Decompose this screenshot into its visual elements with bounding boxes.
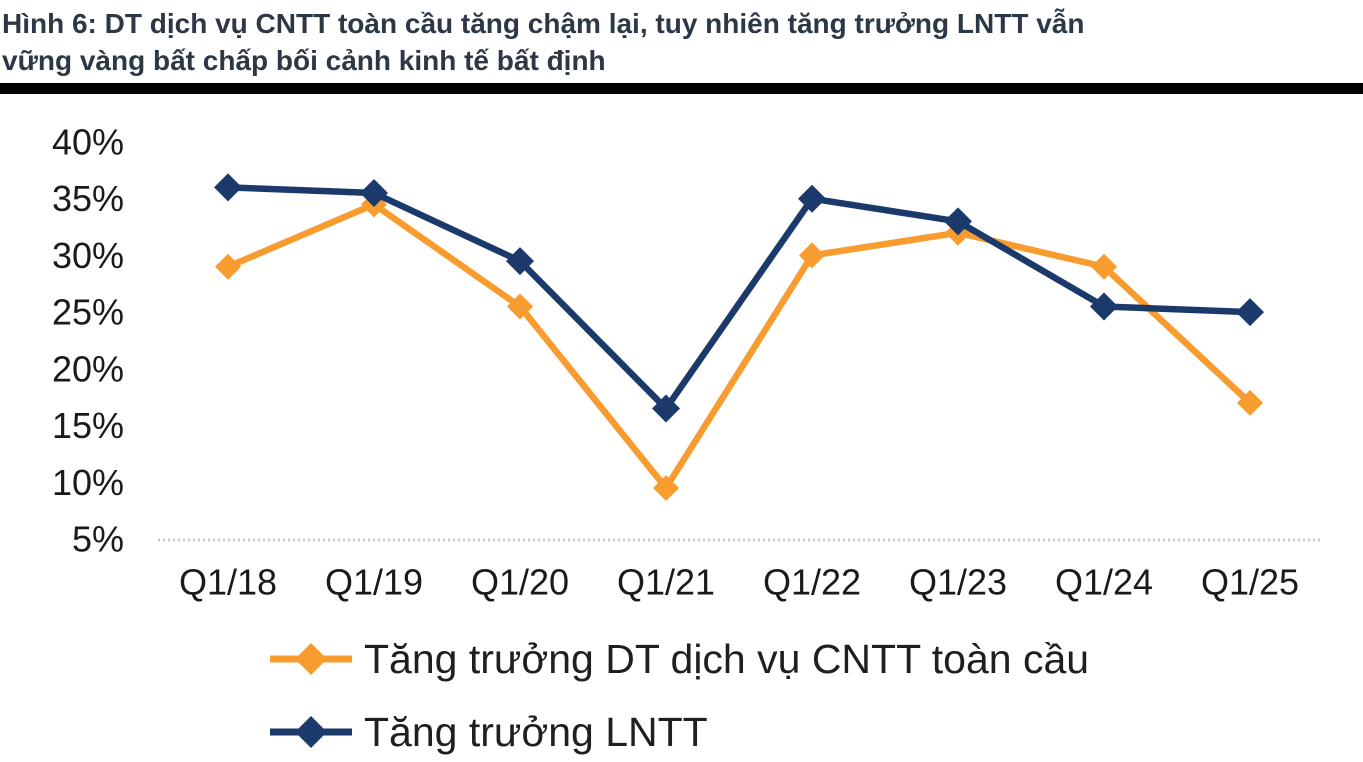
x-axis-label: Q1/20	[471, 562, 569, 603]
y-tick-label: 30%	[52, 235, 124, 276]
legend-marker-navy-icon	[270, 716, 352, 748]
data-point-marker	[507, 293, 533, 320]
title-divider-rule	[0, 83, 1363, 94]
y-tick-label: 20%	[52, 348, 124, 389]
chart-legend: Tăng trưởng DT dịch vụ CNTT toàn cầu Tăn…	[268, 634, 1089, 762]
data-point-marker	[1237, 389, 1263, 416]
legend-item-lntt: Tăng trưởng LNTT	[268, 707, 1089, 757]
x-axis-label: Q1/25	[1201, 562, 1299, 603]
data-point-marker	[215, 253, 241, 280]
x-axis-label: Q1/19	[325, 562, 423, 603]
legend-label-lntt: Tăng trưởng LNTT	[364, 708, 708, 755]
series-line-0	[224, 201, 1254, 492]
x-axis-label: Q1/18	[179, 562, 277, 603]
data-point-marker	[652, 394, 680, 423]
figure-title-line1: Hình 6: DT dịch vụ CNTT toàn cầu tăng ch…	[2, 8, 1085, 39]
series-line-1	[224, 184, 1254, 412]
figure-title-line2: vững vàng bất chấp bối cảnh kinh tế bất …	[2, 45, 606, 76]
x-axis-label: Q1/23	[909, 562, 1007, 603]
data-point-marker	[214, 173, 242, 202]
x-axis-label: Q1/21	[617, 562, 715, 603]
y-tick-label: 40%	[52, 122, 124, 163]
data-point-marker	[799, 242, 825, 269]
y-tick-label: 5%	[72, 519, 124, 560]
data-point-marker	[944, 207, 972, 236]
data-point-marker	[1236, 298, 1264, 327]
data-point-marker	[1091, 253, 1117, 280]
legend-marker-orange-icon	[270, 643, 352, 675]
y-tick-label: 35%	[52, 178, 124, 219]
x-axis-label: Q1/22	[763, 562, 861, 603]
legend-item-dt-cntt: Tăng trưởng DT dịch vụ CNTT toàn cầu	[268, 634, 1089, 684]
legend-label-dt-cntt: Tăng trưởng DT dịch vụ CNTT toàn cầu	[364, 635, 1090, 682]
figure-title: Hình 6: DT dịch vụ CNTT toàn cầu tăng ch…	[0, 0, 1363, 79]
data-point-marker	[360, 179, 388, 208]
x-axis-label: Q1/24	[1055, 562, 1153, 603]
y-tick-label: 25%	[52, 292, 124, 333]
data-point-marker	[506, 247, 534, 276]
data-point-marker	[1090, 292, 1118, 321]
data-point-marker	[653, 474, 679, 501]
y-tick-label: 15%	[52, 405, 124, 446]
y-tick-label: 10%	[52, 462, 124, 503]
data-point-marker	[798, 184, 826, 213]
